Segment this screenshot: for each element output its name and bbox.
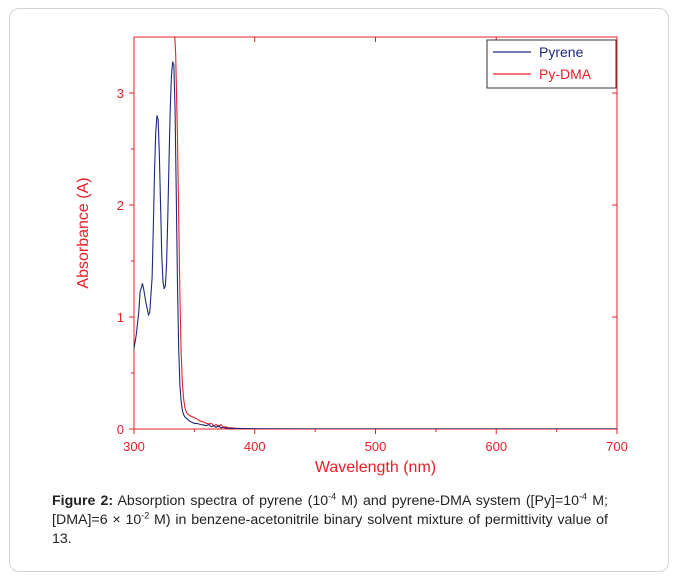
x-tick-label: 400 bbox=[244, 439, 266, 454]
legend-box bbox=[486, 39, 617, 89]
series-line-py-dma bbox=[174, 37, 617, 429]
absorption-chart: 300 400 500 600 700 0 1 2 3 Wavelength (nm) Absorb… bbox=[75, 36, 628, 476]
x-tick-label: 600 bbox=[485, 439, 507, 454]
figure-card bbox=[9, 8, 669, 572]
plot-frame bbox=[133, 36, 618, 430]
caption-label: Figure 2: bbox=[52, 493, 114, 509]
x-tick-label: 700 bbox=[606, 439, 628, 454]
x-tick-label: 300 bbox=[123, 439, 145, 454]
legend-label-pyrene: Pyrene bbox=[539, 44, 584, 60]
x-tick-label: 500 bbox=[365, 439, 387, 454]
figure-caption: Figure 2: Absorption spectra of pyrene (… bbox=[52, 492, 608, 549]
y-tick-label: 2 bbox=[117, 198, 124, 213]
series-line-pyrene bbox=[134, 61, 617, 429]
y-tick-label: 1 bbox=[117, 310, 124, 325]
y-tick-label: 0 bbox=[117, 422, 124, 437]
x-axis-label: Wavelength (nm) bbox=[315, 459, 436, 476]
y-axis-label: Absorbance (A) bbox=[75, 177, 92, 288]
y-tick-label: 3 bbox=[117, 86, 124, 101]
caption-text: Absorption spectra of pyrene (10-4 M) an… bbox=[52, 491, 608, 547]
legend-label-py-dma: Py-DMA bbox=[539, 66, 592, 82]
